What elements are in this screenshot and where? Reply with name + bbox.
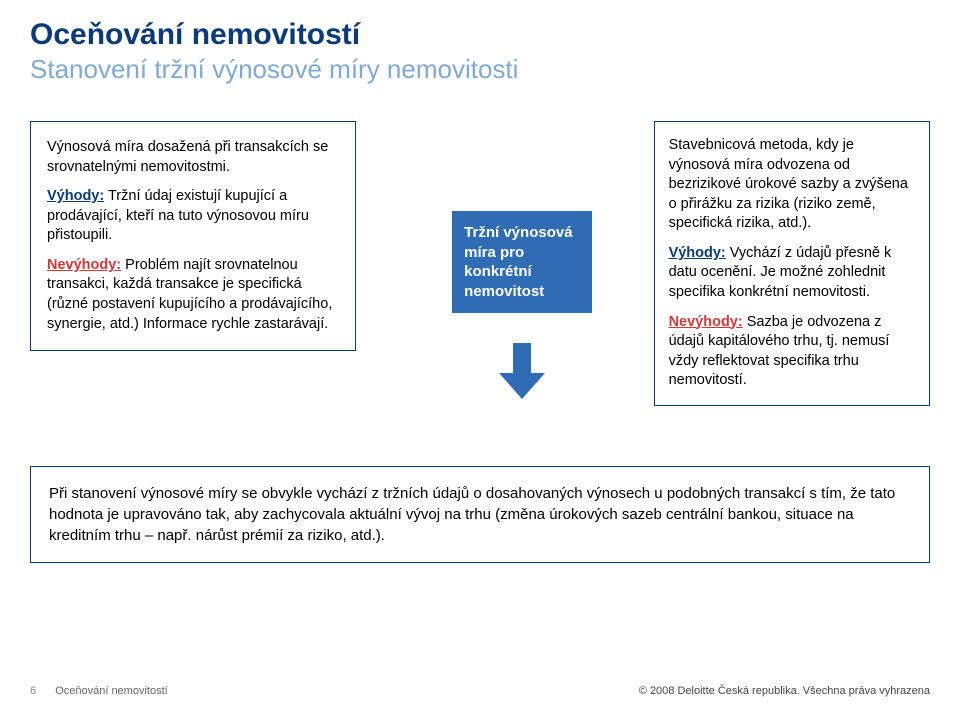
- footer-title: Oceňování nemovitostí: [55, 685, 168, 697]
- advantages-label: Výhody:: [669, 245, 726, 261]
- right-disadvantages: Nevýhody: Sazba je odvozena z údajů kapi…: [669, 313, 915, 391]
- page-subtitle: Stanovení tržní výnosové míry nemovitost…: [30, 54, 930, 85]
- buildup-method-box: Stavebnicová metoda, kdy je výnosová mír…: [654, 121, 930, 406]
- footer: 6 Oceňování nemovitostí © 2008 Deloitte …: [30, 685, 930, 697]
- left-advantages: Výhody: Tržní údaj existují kupující a p…: [47, 187, 339, 246]
- left-disadvantages: Nevýhody: Problém najít srovnatelnou tra…: [47, 256, 339, 334]
- content-row: Výnosová míra dosažená při transakcích s…: [30, 121, 930, 406]
- comparative-method-box: Výnosová míra dosažená při transakcích s…: [30, 121, 356, 351]
- left-intro: Výnosová míra dosažená při transakcích s…: [47, 138, 339, 177]
- disadvantages-label: Nevýhody:: [47, 257, 121, 273]
- footer-left: 6 Oceňování nemovitostí: [30, 685, 168, 697]
- center-block: Tržní výnosová míra pro konkrétní nemovi…: [452, 211, 592, 313]
- summary-box: Při stanovení výnosové míry se obvykle v…: [30, 466, 930, 563]
- summary-text: Při stanovení výnosové míry se obvykle v…: [49, 485, 895, 544]
- advantages-label: Výhody:: [47, 188, 104, 204]
- page-title: Oceňování nemovitostí: [30, 18, 930, 52]
- page-number: 6: [30, 685, 36, 697]
- right-advantages: Výhody: Vychází z údajů přesně k datu oc…: [669, 244, 915, 303]
- disadvantages-label: Nevýhody:: [669, 314, 743, 330]
- center-column: Tržní výnosová míra pro konkrétní nemovi…: [446, 211, 599, 399]
- footer-copyright: © 2008 Deloitte Česká republika. Všechna…: [639, 685, 930, 697]
- right-intro: Stavebnicová metoda, kdy je výnosová mír…: [669, 136, 915, 234]
- down-arrow-icon: [499, 343, 545, 399]
